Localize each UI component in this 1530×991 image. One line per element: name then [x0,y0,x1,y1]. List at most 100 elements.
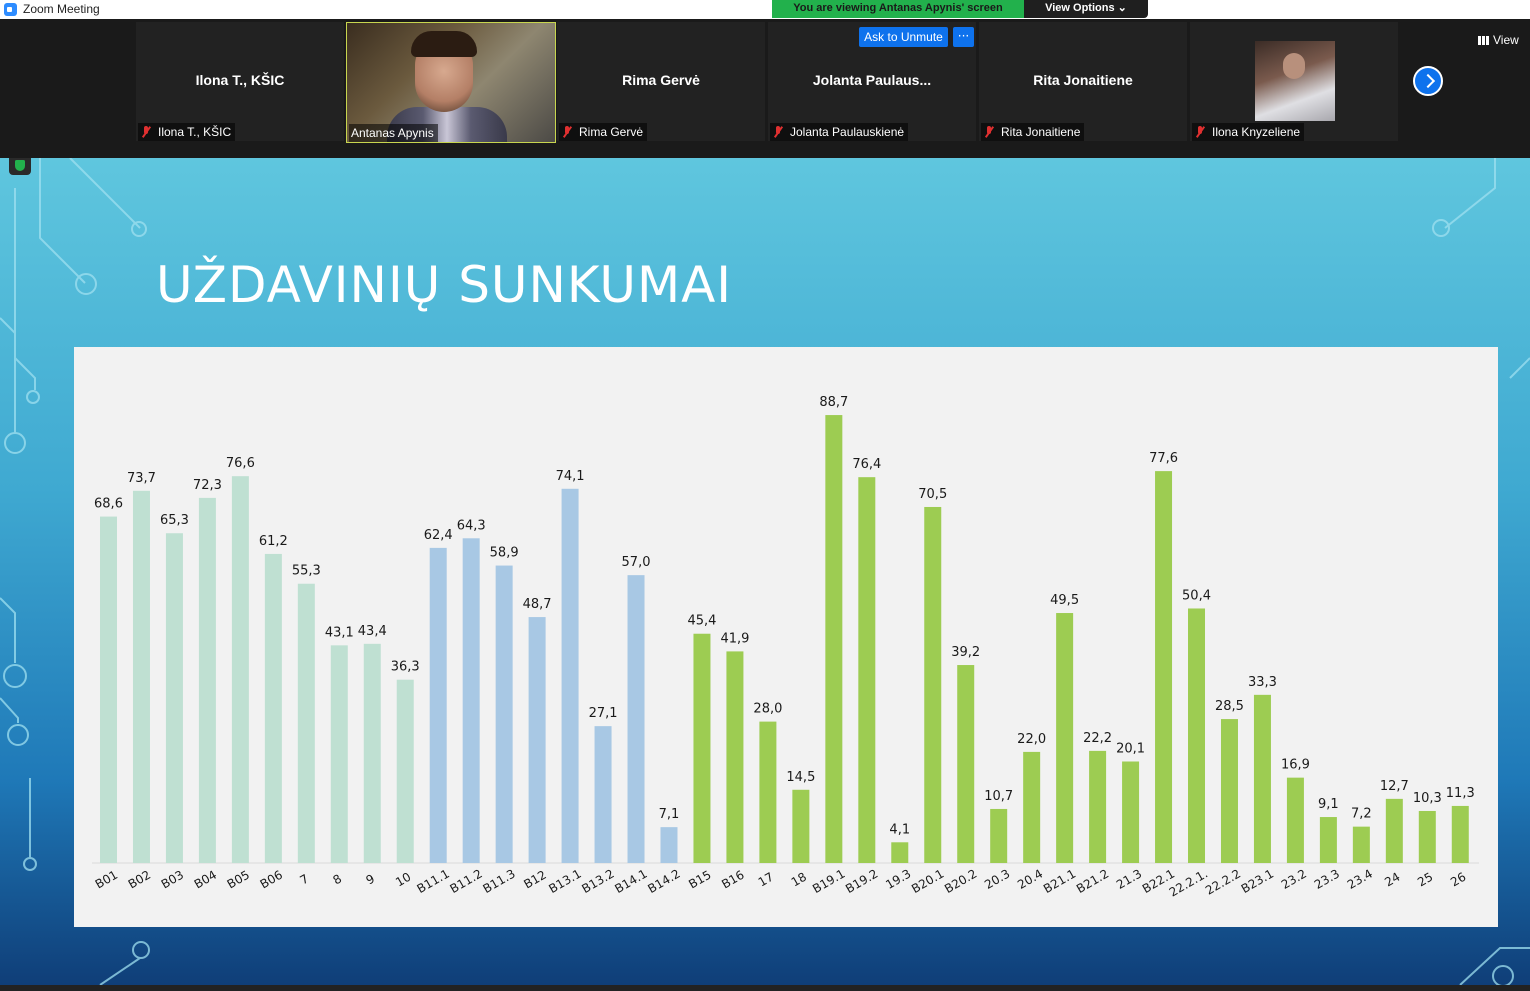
category-label: B11.1 [415,866,452,896]
data-label: 77,6 [1149,451,1178,466]
participant-label: Rita Jonaitiene [981,123,1085,141]
bar-B13.1 [561,488,579,863]
encryption-shield-icon[interactable] [9,158,31,175]
next-page-arrow-icon[interactable] [1413,66,1443,96]
data-label: 12,7 [1380,779,1409,794]
bar-10 [396,679,414,863]
chart-canvas: 68,6 B01 73,7 B02 65,3 B03 72,3 B04 76,6 B05 61,2 B… [92,395,1479,900]
data-label: 74,1 [556,469,585,484]
category-label: 23.4 [1345,866,1375,891]
category-label: B21.1 [1041,866,1078,896]
category-label: 17 [756,870,776,890]
bar-8 [330,645,348,863]
category-label: B13.2 [579,866,616,896]
participant-tile[interactable]: Ilona Knyzeliene [1190,22,1398,141]
category-label: B19.1 [810,866,847,896]
data-label: 76,4 [852,457,881,472]
bar-23.4 [1352,826,1370,863]
data-label: 65,3 [160,513,189,528]
data-label: 50,4 [1182,588,1211,603]
bar-21.3 [1122,761,1140,863]
category-label: 9 [363,872,377,888]
bar-B11.2 [462,538,480,863]
view-options-label: View Options [1045,2,1115,14]
bar-18 [792,789,810,863]
data-label: 10,7 [984,789,1013,804]
bar-B12 [528,617,546,863]
bar-22.2.1. [1188,608,1206,863]
data-label: 76,6 [226,456,255,471]
data-label: 4,1 [889,822,910,837]
data-label: 11,3 [1446,786,1475,801]
category-label: B19.2 [843,866,880,896]
data-label: 49,5 [1050,593,1079,608]
participant-label: Jolanta Paulauskienė [770,123,909,141]
data-label: 39,2 [951,645,980,660]
data-label: 27,1 [589,706,618,721]
video-feed-hair [411,31,477,57]
category-label: B11.2 [448,866,485,896]
window-title-bar: Zoom Meeting [0,0,1530,19]
data-label: 45,4 [687,614,716,629]
bar-23.2 [1286,777,1304,863]
bar-B14.1 [627,575,645,863]
data-label: 62,4 [424,528,453,543]
participant-tile[interactable]: Ilona T., KŠIC Ilona T., KŠIC [136,22,344,141]
data-label: 10,3 [1413,791,1442,806]
participant-label: Ilona T., KŠIC [138,123,236,141]
category-label: 26 [1448,870,1468,890]
bar-B22.1 [1155,471,1173,863]
category-label: B21.2 [1074,866,1111,896]
category-label: B01 [93,868,120,892]
data-label: 9,1 [1318,797,1339,812]
participant-tile[interactable]: Rita Jonaitiene Rita Jonaitiene [979,22,1187,141]
bar-B16 [726,651,744,863]
category-label: B14.2 [645,866,682,896]
data-label: 14,5 [786,770,815,785]
category-label: 24 [1382,870,1402,890]
participant-label: Antanas Apynis [349,124,438,142]
bar-7 [297,583,315,863]
participant-tile-active-speaker[interactable]: Antanas Apynis [346,22,556,143]
data-label: 36,3 [391,660,420,675]
data-label: 7,2 [1351,807,1372,822]
category-label: B06 [258,868,285,892]
data-label: 43,4 [358,624,387,639]
category-label: B05 [225,868,252,892]
participant-name: Jolanta Paulaus... [812,72,932,88]
category-label: 20.3 [982,866,1012,891]
bar-B20.1 [924,506,942,863]
data-label: 22,0 [1017,732,1046,747]
bar-B03 [165,533,183,863]
data-label: 88,7 [819,395,848,410]
shared-screen: UŽDAVINIŲ SUNKUMAI 68,6 B01 73,7 B02 65,3 B03… [0,158,1530,985]
bar-B01 [100,516,117,863]
more-options-button[interactable]: ··· [953,27,974,47]
participant-tile[interactable]: Jolanta Paulaus... Jolanta Paulauskienė [768,22,976,141]
category-label: 20.4 [1015,866,1045,891]
view-options-button[interactable]: View Options ⌄ [1024,0,1148,18]
bar-B04 [198,497,216,863]
bar-B19.2 [858,477,876,863]
bar-B21.1 [1056,613,1074,863]
bar-22.2.2 [1220,719,1238,863]
category-label: 8 [330,872,344,888]
circuit-decoration [0,158,1530,985]
view-button[interactable]: View [1478,33,1519,47]
category-label: 22.2.2 [1203,866,1243,897]
participant-label: Rima Gervė [559,123,648,141]
data-label: 68,6 [94,497,123,512]
category-label: 10 [393,870,413,890]
chevron-down-icon: ⌄ [1117,2,1127,14]
data-label: 55,3 [292,564,321,579]
category-label: B20.1 [909,866,946,896]
ask-to-unmute-button[interactable]: Ask to Unmute [859,27,948,47]
category-label: B13.1 [546,866,583,896]
bar-24 [1385,798,1403,863]
participant-tile[interactable]: Rima Gervė Rima Gervė [557,22,765,141]
zoom-app-icon [4,3,17,16]
participant-label-text: Rima Gervė [579,125,644,139]
participant-label-text: Rita Jonaitiene [1001,125,1081,139]
view-label: View [1493,33,1519,47]
bar-20.3 [990,808,1008,863]
